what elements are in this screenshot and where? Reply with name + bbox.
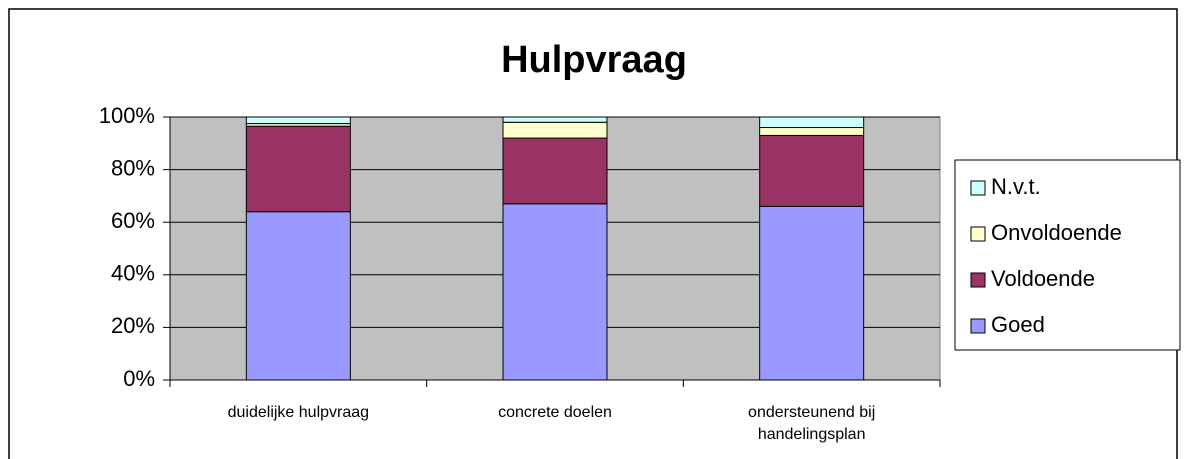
legend-swatch bbox=[970, 226, 986, 242]
legend-label: Onvoldoende bbox=[991, 220, 1122, 245]
bar-segment bbox=[245, 211, 351, 381]
legend-label: N.v.t. bbox=[991, 174, 1041, 199]
legend-swatch bbox=[970, 272, 986, 288]
legend-box bbox=[954, 159, 1181, 351]
x-tick-label: concrete doelen bbox=[498, 404, 612, 421]
chart-title: Hulpvraag bbox=[501, 39, 687, 81]
legend-label: Goed bbox=[991, 312, 1045, 337]
legend-swatch bbox=[970, 318, 986, 334]
x-tick-label: duidelijke hulpvraag bbox=[227, 404, 370, 421]
y-tick-label: 0% bbox=[123, 366, 155, 391]
bar-segment bbox=[759, 134, 865, 207]
bar-segment bbox=[759, 127, 865, 136]
y-tick-label: 60% bbox=[111, 208, 155, 233]
bar-segment bbox=[245, 116, 351, 125]
y-tick-label: 40% bbox=[111, 261, 155, 286]
legend-label: Voldoende bbox=[991, 266, 1095, 291]
bar-segment bbox=[502, 121, 608, 139]
bar-segment bbox=[245, 125, 351, 213]
y-tick-label: 20% bbox=[111, 313, 155, 338]
y-tick-label: 100% bbox=[99, 103, 155, 128]
bar-segment bbox=[759, 205, 865, 381]
y-tick-label: 80% bbox=[111, 155, 155, 180]
x-tick-label: ondersteunend bij handelingsplan bbox=[748, 404, 876, 443]
bar-segment bbox=[759, 116, 865, 129]
bar-segment bbox=[502, 203, 608, 381]
bar-segment bbox=[502, 137, 608, 205]
legend-swatch bbox=[970, 180, 986, 196]
bar-segment bbox=[502, 116, 608, 123]
